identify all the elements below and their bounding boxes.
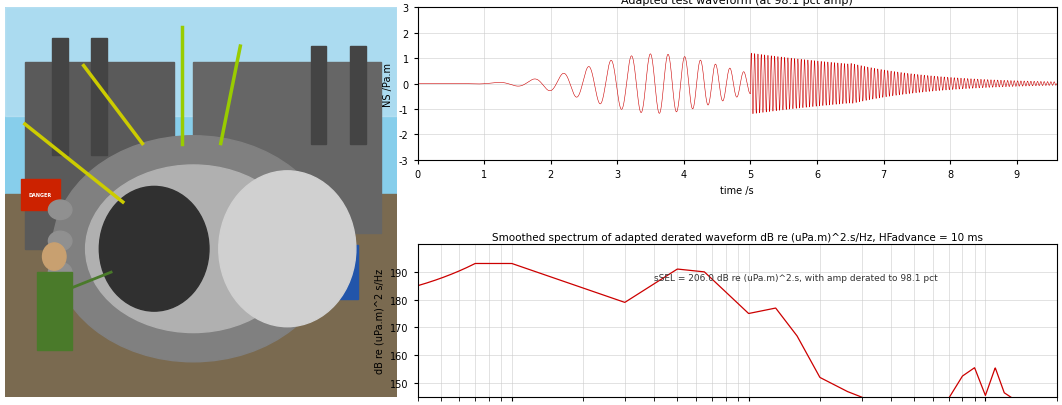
Text: DANGER: DANGER <box>29 192 52 197</box>
Bar <box>24 62 174 249</box>
Bar <box>311 47 326 144</box>
Ellipse shape <box>219 171 356 327</box>
Ellipse shape <box>52 136 335 362</box>
Ellipse shape <box>49 290 72 309</box>
Bar <box>21 179 61 210</box>
Ellipse shape <box>100 187 209 311</box>
Bar <box>37 273 72 350</box>
Bar <box>52 39 68 156</box>
Ellipse shape <box>49 200 72 220</box>
Ellipse shape <box>42 243 66 271</box>
Bar <box>193 62 381 234</box>
Title: Adapted test waveform (at 98.1 pct amp): Adapted test waveform (at 98.1 pct amp) <box>621 0 853 6</box>
Bar <box>5 8 397 195</box>
Y-axis label: NS /Pa.m: NS /Pa.m <box>383 62 393 106</box>
Text: $\times\,10^4$: $\times\,10^4$ <box>411 0 440 2</box>
Bar <box>91 39 107 156</box>
Text: sSEL = 206.0 dB re (uPa.m)^2.s, with amp derated to 98.1 pct: sSEL = 206.0 dB re (uPa.m)^2.s, with amp… <box>654 273 938 282</box>
Ellipse shape <box>49 232 72 251</box>
Y-axis label: dB re (uPa.m)^2 s/Hz: dB re (uPa.m)^2 s/Hz <box>375 268 384 373</box>
Bar <box>5 195 397 397</box>
Ellipse shape <box>49 263 72 282</box>
X-axis label: time /s: time /s <box>720 185 754 195</box>
Ellipse shape <box>86 166 301 333</box>
Title: Smoothed spectrum of adapted derated waveform dB re (uPa.m)^2.s/Hz, HFadvance = : Smoothed spectrum of adapted derated wav… <box>492 232 982 242</box>
Bar <box>5 8 397 117</box>
Bar <box>326 245 358 300</box>
Bar <box>350 47 365 144</box>
